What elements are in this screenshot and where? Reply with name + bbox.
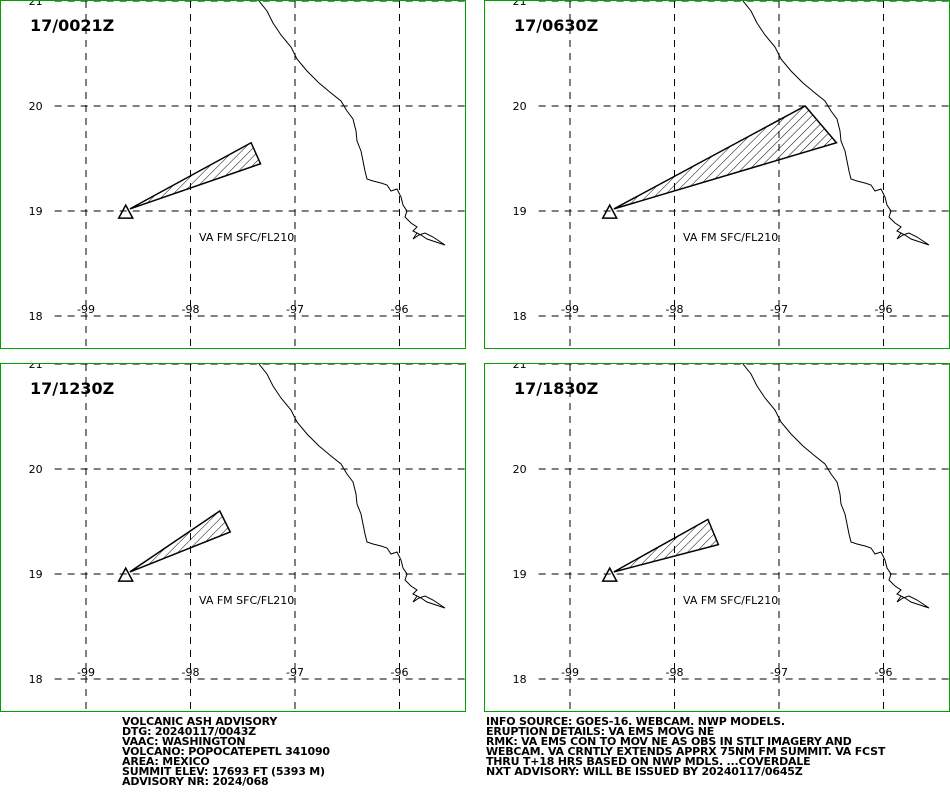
advisory-line: THRU T+18 HRS BASED ON NWP MDLS. ...COVE… [486, 755, 811, 768]
lon-tick-label: -98 [182, 666, 200, 679]
advisory-line: ERUPTION DETAILS: VA EMS MOVG NE [486, 725, 715, 738]
lat-tick-label: 20 [513, 100, 527, 113]
lon-tick-label: -99 [561, 666, 579, 679]
lat-tick-label: 21 [29, 364, 43, 371]
advisory-line: VOLCANIC ASH ADVISORY [122, 715, 278, 728]
advisory-header-block: VOLCANIC ASH ADVISORY DTG: 20240117/0043… [122, 715, 330, 788]
va-level-label: VA FM SFC/FL210 [683, 231, 779, 244]
advisory-line: WEBCAM. VA CRNTLY EXTENDS APPRX 75NM FM … [486, 745, 886, 758]
advisory-line: VAAC: WASHINGTON [122, 735, 246, 748]
coastline [742, 1, 930, 246]
ash-plume-polygon [129, 141, 262, 210]
panel-time: 17/1230Z [30, 379, 115, 398]
triangle-icon [601, 203, 618, 219]
lon-tick-label: -98 [666, 303, 684, 316]
advisory-line: VOLCANO: POPOCATEPETL 341090 [122, 745, 330, 758]
advisory-line: AREA: MEXICO [122, 755, 210, 768]
lat-tick-label: 19 [513, 568, 527, 581]
lon-tick-label: -99 [561, 303, 579, 316]
lon-tick-label: -96 [875, 666, 893, 679]
ash-plume-polygon [613, 518, 720, 573]
ash-plume-polygon [129, 509, 232, 573]
lon-tick-label: -97 [286, 666, 304, 679]
advisory-line: DTG: 20240117/0043Z [122, 725, 256, 738]
lat-tick-label: 19 [29, 568, 43, 581]
lon-tick-label: -98 [182, 303, 200, 316]
advisory-line: INFO SOURCE: GOES-16. WEBCAM. NWP MODELS… [486, 715, 785, 728]
map-panel-1230z: 21 20 19 18 -99 -98 -97 -96 17/1230Z VA FM SFC/… [0, 363, 466, 712]
map-canvas: 21 20 19 18 -99 -98 -97 -96 [513, 1, 949, 348]
panel-time: 17/0021Z [30, 16, 115, 35]
lat-tick-label: 19 [29, 205, 43, 218]
map-canvas: 21 20 19 18 -99 -98 -97 -96 [513, 364, 949, 711]
lat-tick-label: 20 [29, 100, 43, 113]
advisory-line: SUMMIT ELEV: 17693 FT (5393 M) [122, 765, 325, 778]
advisory-details-block: INFO SOURCE: GOES-16. WEBCAM. NWP MODELS… [486, 715, 886, 778]
lat-tick-label: 21 [513, 1, 527, 8]
lat-tick-label: 21 [513, 364, 527, 371]
va-level-label: VA FM SFC/FL210 [199, 231, 295, 244]
lat-tick-label: 18 [29, 310, 43, 323]
lon-tick-label: -96 [391, 303, 409, 316]
map-panel-1830z: 21 20 19 18 -99 -98 -97 -96 17/1830Z VA FM SFC/… [484, 363, 950, 712]
lon-tick-label: -96 [875, 303, 893, 316]
map-panel-0630z: 21 20 19 18 -99 -98 -97 -96 17/0630Z VA FM SFC/… [484, 0, 950, 349]
coastline [258, 1, 446, 246]
triangle-icon [117, 566, 134, 582]
panel-time: 17/0630Z [514, 16, 599, 35]
panel-time: 17/1830Z [514, 379, 599, 398]
lat-tick-label: 18 [513, 673, 527, 686]
lat-tick-label: 20 [29, 463, 43, 476]
lat-tick-label: 19 [513, 205, 527, 218]
advisory-line: RMK: VA EMS CON TO MOV NE AS OBS IN STLT… [486, 735, 852, 748]
advisory-line: ADVISORY NR: 2024/068 [122, 775, 269, 788]
ash-plume-polygon [613, 105, 838, 210]
coastline [258, 364, 446, 609]
lon-tick-label: -99 [77, 303, 95, 316]
map-canvas: 21 20 19 18 -99 -98 -97 -96 [29, 1, 465, 348]
lon-tick-label: -98 [666, 666, 684, 679]
lat-tick-label: 21 [29, 1, 43, 8]
coastline [742, 364, 930, 609]
lat-tick-label: 18 [29, 673, 43, 686]
advisory-line: NXT ADVISORY: WILL BE ISSUED BY 20240117… [486, 765, 803, 778]
map-canvas: 21 20 19 18 -99 -98 -97 -96 [29, 364, 465, 711]
map-panel-0000z: 21 20 19 18 -99 -98 -97 -96 17/0021Z VA FM SFC/… [0, 0, 466, 349]
va-level-label: VA FM SFC/FL210 [683, 594, 779, 607]
lon-tick-label: -97 [770, 303, 788, 316]
triangle-icon [601, 566, 618, 582]
lon-tick-label: -99 [77, 666, 95, 679]
lon-tick-label: -97 [286, 303, 304, 316]
triangle-icon [117, 203, 134, 219]
lon-tick-label: -96 [391, 666, 409, 679]
lat-tick-label: 20 [513, 463, 527, 476]
va-level-label: VA FM SFC/FL210 [199, 594, 295, 607]
lat-tick-label: 18 [513, 310, 527, 323]
lon-tick-label: -97 [770, 666, 788, 679]
